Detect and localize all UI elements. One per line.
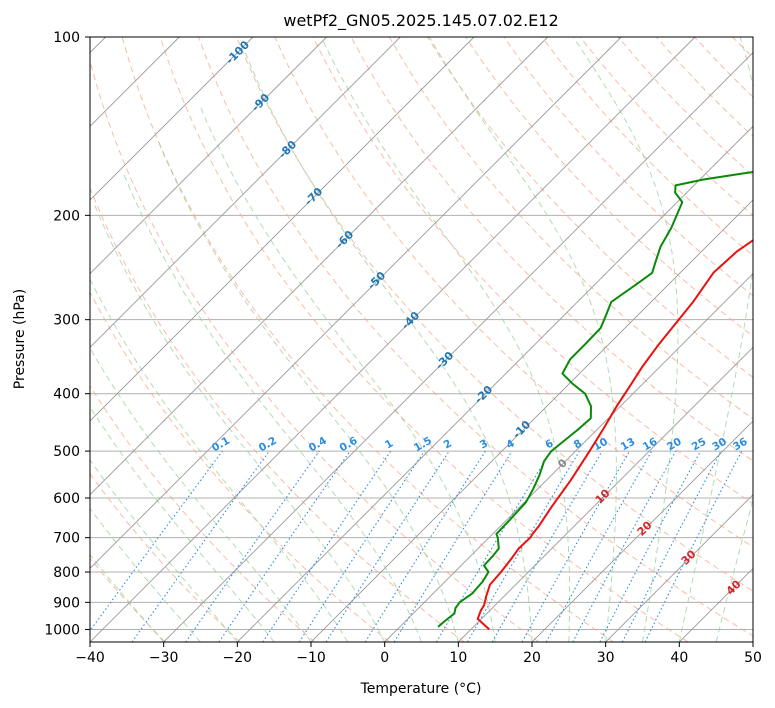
dry-adiabat-line	[427, 37, 775, 642]
x-tick-label: 30	[597, 650, 615, 666]
dry-adiabat-line	[504, 37, 775, 642]
y-tick-label: 600	[53, 491, 80, 507]
isotherm-line	[753, 37, 775, 642]
mixing-ratio-line	[326, 451, 449, 642]
dry-adiabat-line	[237, 37, 775, 642]
isotherm-line	[311, 37, 775, 642]
y-axis-label: Pressure (hPa)	[12, 289, 28, 389]
y-tick-label: 300	[53, 313, 80, 329]
x-axis-label: Temperature (°C)	[360, 681, 482, 697]
dry-adiabat-line	[656, 37, 775, 642]
mixing-ratio-label: 2	[442, 437, 454, 451]
mixing-ratio-label: 4	[504, 437, 516, 451]
dry-adiabat-line	[389, 37, 775, 642]
y-tick-label: 400	[53, 387, 80, 403]
moist-adiabat-line	[0, 293, 237, 642]
isotherm-line	[0, 37, 253, 642]
mixing-ratio-label: 1	[383, 437, 395, 451]
mixing-ratio-line	[600, 451, 701, 642]
x-tick-label: 10	[449, 650, 467, 666]
isotherm-line	[679, 37, 775, 642]
y-tick-label: 900	[53, 595, 80, 611]
x-tick-label: −40	[75, 650, 105, 666]
isotherm-label: 10	[593, 486, 613, 506]
line-labels: 0.1 0.2 0.4 0.6 1 1.5 2 3 4 6 8 10 13 16 20 25 30 36-100-…	[210, 38, 750, 598]
isotherm-label: -50	[365, 269, 388, 292]
x-tick-label: 50	[744, 650, 762, 666]
isotherm-label: -10	[510, 418, 533, 441]
dry-adiabat-line	[466, 37, 775, 642]
y-tick-label: 1000	[44, 622, 80, 638]
mixing-ratio-line	[573, 451, 676, 642]
isotherm-label: -40	[399, 309, 422, 332]
y-axis-ticks: 100 200 300 400 500 600 700 800 900 1000	[44, 30, 90, 638]
y-tick-label: 700	[53, 531, 80, 547]
isotherm-line	[237, 37, 775, 642]
isotherm-line	[385, 37, 775, 642]
mixing-ratio-line	[622, 451, 721, 642]
dry-adiabat-line	[351, 37, 775, 642]
x-tick-label: −10	[296, 650, 326, 666]
dry-adiabat-line	[695, 37, 775, 642]
plot-frame	[90, 37, 753, 642]
x-tick-label: 40	[670, 650, 688, 666]
moist-adiabat-line	[0, 315, 200, 642]
dry-adiabat-line	[8, 37, 390, 642]
isotherm-label: -20	[472, 383, 495, 406]
isotherm-line	[0, 37, 327, 642]
chart-title: wetPf2_GN05.2025.145.07.02.E12	[283, 11, 558, 31]
x-tick-label: −30	[149, 650, 179, 666]
y-tick-label: 100	[53, 30, 80, 46]
y-tick-label: 200	[53, 208, 80, 224]
moist-adiabat-line	[158, 141, 458, 642]
x-tick-label: 0	[380, 650, 389, 666]
background-lines	[0, 37, 775, 642]
x-axis-ticks: −40 −30 −20 −10 0 10 20 30 40 50	[75, 642, 762, 666]
isotherm-line	[0, 37, 400, 642]
moist-adiabat-line	[67, 228, 348, 642]
dry-adiabat-line	[275, 37, 775, 642]
isotherm-label: 30	[679, 547, 699, 567]
mixing-ratio-line	[365, 451, 485, 642]
isotherm-label: 20	[635, 518, 655, 538]
dry-adiabat-line	[0, 37, 240, 642]
x-tick-label: 20	[523, 650, 541, 666]
x-tick-label: −20	[223, 650, 253, 666]
moist-adiabat-line	[716, 37, 775, 642]
mixing-ratio-line	[219, 451, 350, 642]
mixing-ratio-line	[82, 451, 223, 642]
y-tick-label: 800	[53, 565, 80, 581]
moist-adiabat-line	[244, 50, 532, 642]
dry-adiabat-line	[0, 37, 315, 642]
temperature-profile-line	[478, 37, 775, 629]
y-tick-label: 500	[53, 444, 80, 460]
isotherm-line	[0, 37, 548, 642]
dry-adiabat-line	[84, 37, 539, 642]
isotherm-label: -70	[302, 185, 325, 208]
dry-adiabat-line	[771, 37, 775, 642]
isotherm-line	[90, 37, 695, 642]
dry-adiabat-line	[542, 37, 775, 642]
isotherm-line	[16, 37, 621, 642]
